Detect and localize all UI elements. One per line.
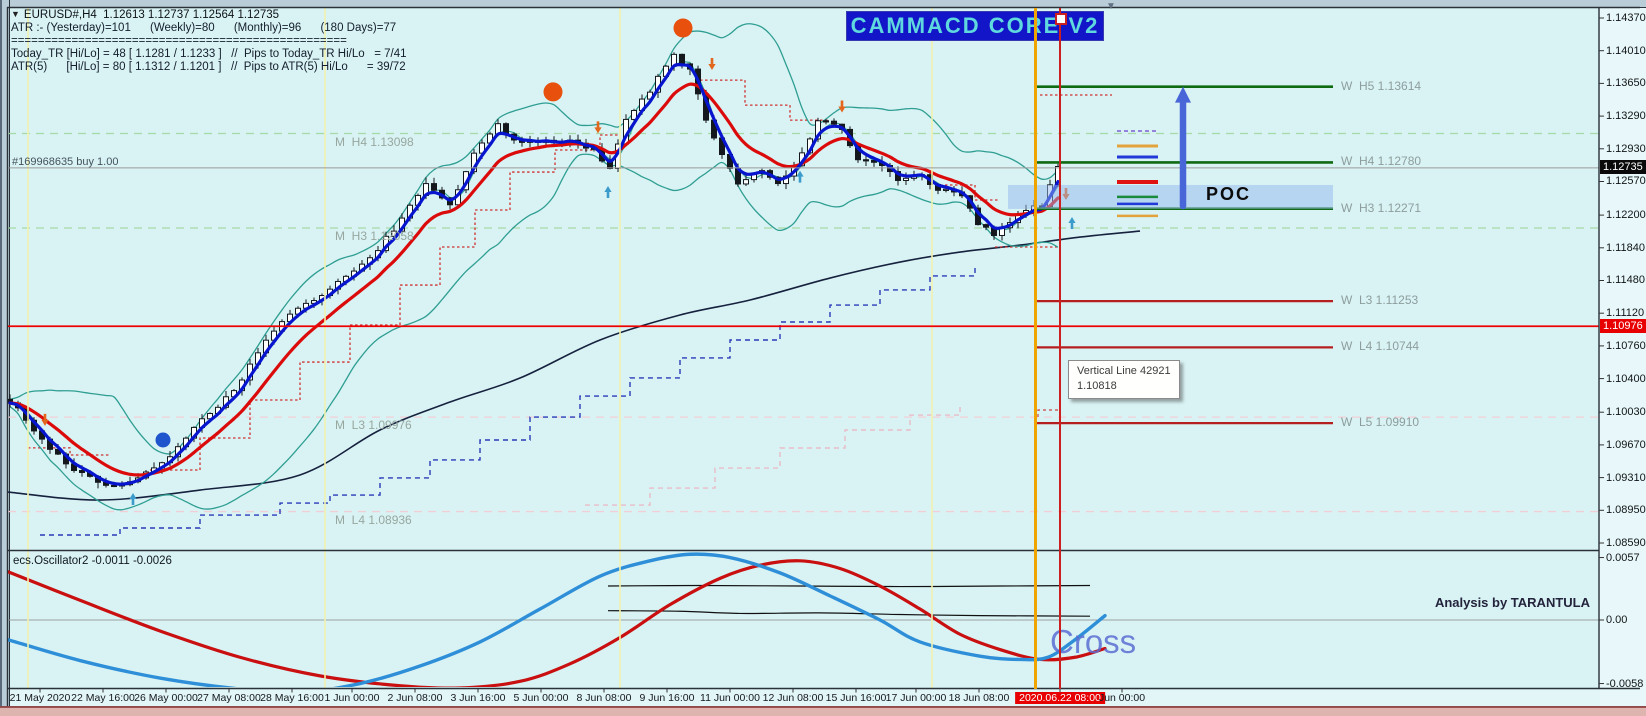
date-tick-label: 21 May 2020 <box>9 692 71 704</box>
sell-arrow-icon <box>708 58 716 71</box>
sell-arrow-icon <box>41 413 49 426</box>
price-tick-label: 1.11480 <box>1606 274 1645 287</box>
price-tick-label: 1.13290 <box>1606 110 1646 123</box>
orange-vertical-line[interactable] <box>1034 8 1037 689</box>
osc-tick-label: 0.0057 <box>1606 551 1640 564</box>
alert-price-box: 1.10976 <box>1600 319 1646 334</box>
oscillator-panel <box>8 552 1599 687</box>
window-bottom-edge <box>0 707 1646 716</box>
price-tick-label: 1.14370 <box>1606 12 1646 24</box>
osc-tick-label: -0.0058 <box>1606 677 1644 690</box>
tooltip-value: 1.10818 <box>1077 380 1117 392</box>
price-tick-label: 1.10030 <box>1606 406 1646 419</box>
price-axis-background <box>1600 8 1646 706</box>
date-tick-label: 11 Jun 00:00 <box>700 692 760 704</box>
date-axis[interactable]: 21 May 2020 22 May 16:00 26 May 00:00 27 Ma… <box>0 689 1646 707</box>
price-tick-label: 1.09670 <box>1606 438 1646 451</box>
poc-zone <box>1008 184 1333 209</box>
price-tick-label: 1.13650 <box>1606 77 1646 90</box>
date-tick-label: 3 Jun 16:00 <box>450 692 506 704</box>
price-tick-label: 1.12570 <box>1606 175 1646 188</box>
price-tick-label: 1.10400 <box>1606 372 1646 385</box>
date-tick-label: 22 May 16:00 <box>71 692 135 704</box>
price-tick-label: 1.12930 <box>1606 142 1646 155</box>
date-tick-label: 2 Jun 08:00 <box>387 692 443 704</box>
price-tick-label: 1.08590 <box>1606 536 1646 549</box>
date-tick-label: 8 Jun 08:00 <box>576 692 632 704</box>
date-tick-label: 27 May 08:00 <box>197 692 261 704</box>
sell-arrow-icon <box>838 100 846 113</box>
signal-dot-icon <box>543 82 563 102</box>
price-axis[interactable]: 1.14370 1.14010 1.13650 1.13290 1.12930 1.125… <box>1600 0 1646 706</box>
window-left-edge <box>0 0 10 716</box>
price-tick-label: 1.10760 <box>1606 339 1646 352</box>
date-tick-label: Jun 00:00 <box>1098 692 1146 704</box>
date-axis-background <box>8 690 1600 707</box>
signal-dot-icon <box>673 18 693 38</box>
candlesticks <box>8 52 1061 490</box>
current-price-box: 1.12735 <box>1600 159 1646 174</box>
date-tick-label: 12 Jun 08:00 <box>762 692 824 704</box>
buy-arrow-icon <box>129 493 137 506</box>
sell-arrow-icon <box>594 121 602 134</box>
price-tick-label: 1.09310 <box>1606 471 1646 484</box>
date-tick-label: 28 May 16:00 <box>260 692 324 704</box>
price-tick-label: 1.11840 <box>1606 241 1645 254</box>
buy-arrow-icon <box>604 186 612 199</box>
main-panel <box>8 18 1599 536</box>
vertical-line-tooltip: Vertical Line 42921 1.10818 <box>1068 360 1180 399</box>
red-vertical-line[interactable] <box>1059 8 1061 689</box>
price-tick-label: 1.08950 <box>1606 504 1646 517</box>
tooltip-title: Vertical Line 42921 <box>1077 365 1171 377</box>
date-tick-label: 1 Jun 00:00 <box>324 692 380 704</box>
price-tick-label: 1.14010 <box>1606 44 1646 57</box>
date-tick-label: 15 Jun 16:00 <box>825 692 887 704</box>
price-tick-label: 1.12200 <box>1606 209 1646 222</box>
date-tick-label: 9 Jun 16:00 <box>639 692 695 704</box>
selected-date-label: 2020.06.22 08:00 <box>1015 692 1105 704</box>
buy-arrow-icon <box>796 170 804 183</box>
signal-dot-icon <box>155 432 171 448</box>
vertical-line-handle[interactable] <box>1055 13 1067 25</box>
date-tick-label: 26 May 00:00 <box>134 692 198 704</box>
date-tick-label: 5 Jun 00:00 <box>513 692 569 704</box>
date-tick-label: 17 Jun 00:00 <box>885 692 947 704</box>
date-tick-label: 18 Jun 08:00 <box>948 692 1010 704</box>
price-tick-label: 1.11120 <box>1606 307 1645 320</box>
buy-arrow-icon <box>1068 217 1076 230</box>
osc-tick-label: 0.00 <box>1606 614 1628 626</box>
